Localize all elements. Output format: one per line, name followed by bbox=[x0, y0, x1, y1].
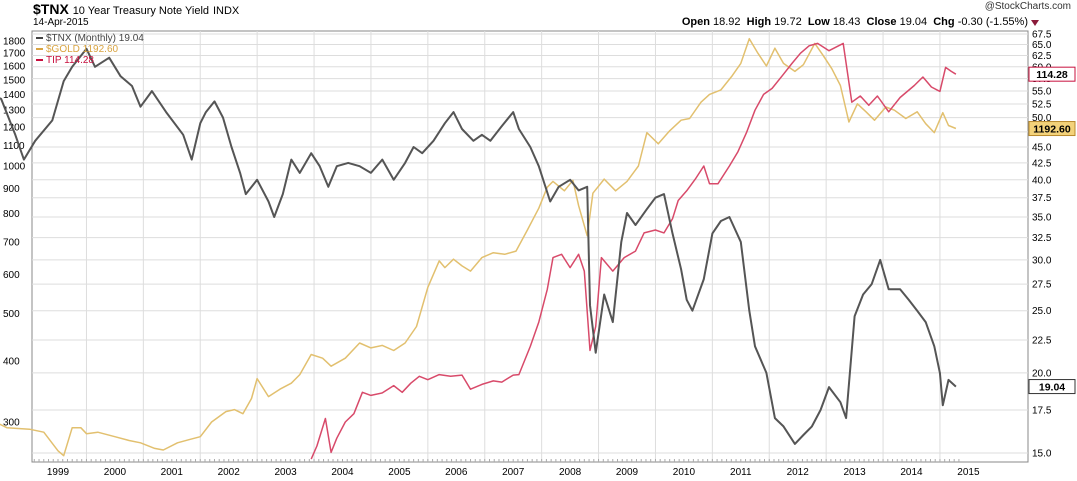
exchange-label: INDX bbox=[212, 5, 240, 17]
right-tick-label: 20.0 bbox=[1032, 368, 1052, 379]
x-tick-label: 2000 bbox=[104, 467, 127, 478]
gold-last-value-box bbox=[1028, 121, 1076, 137]
right-tick-label: 30.0 bbox=[1032, 255, 1052, 266]
right-tick-label: 65.0 bbox=[1032, 40, 1052, 51]
x-tick-label: 2003 bbox=[274, 467, 297, 478]
low-label: Low bbox=[807, 16, 830, 28]
watermark: @StockCharts.com bbox=[984, 1, 1071, 12]
x-tick-label: 2014 bbox=[900, 467, 923, 478]
x-tick-label: 2011 bbox=[730, 467, 752, 478]
left-tick-label: 1700 bbox=[3, 49, 26, 60]
x-tick-label: 2013 bbox=[843, 467, 866, 478]
date-label: 14-Apr-2015 bbox=[33, 17, 89, 28]
right-tick-label: 40.0 bbox=[1032, 175, 1052, 186]
high-value: 19.72 bbox=[774, 16, 802, 28]
x-tick-label: 2012 bbox=[787, 467, 810, 478]
x-tick-label: 2015 bbox=[957, 467, 980, 478]
right-tick-label: 35.0 bbox=[1032, 212, 1052, 223]
right-tick-label: 52.5 bbox=[1032, 100, 1052, 111]
close-value: 19.04 bbox=[899, 16, 928, 28]
left-tick-label: 900 bbox=[3, 184, 20, 195]
chg-value: -0.30 (-1.55%) bbox=[957, 16, 1028, 28]
ohlc-readout: Open 18.92 High 19.72 Low 18.43 Close 19… bbox=[682, 16, 1028, 28]
open-label: Open bbox=[681, 16, 710, 28]
right-tick-label: 37.5 bbox=[1032, 193, 1052, 204]
x-tick-label: 1999 bbox=[47, 467, 70, 478]
tnx-last-value: 19.04 bbox=[1039, 382, 1065, 394]
left-tick-label: 1100 bbox=[3, 141, 25, 152]
symbol-title: $TNX 10 Year Treasury Note Yield INDX bbox=[33, 1, 239, 17]
right-tick-label: 32.5 bbox=[1032, 233, 1052, 244]
left-tick-label: 1500 bbox=[3, 75, 26, 86]
x-tick-label: 2009 bbox=[616, 467, 639, 478]
series-line-gold bbox=[0, 37, 957, 457]
right-tick-label: 22.5 bbox=[1032, 336, 1052, 347]
gold-last-value: 1192.60 bbox=[1033, 124, 1071, 136]
right-tick-label: 42.5 bbox=[1032, 158, 1052, 169]
high-label: High bbox=[746, 16, 772, 28]
right-tick-label: 27.5 bbox=[1032, 280, 1052, 291]
symbol: $TNX bbox=[33, 1, 69, 17]
close-label: Close bbox=[866, 16, 897, 28]
legend-entry: TIP 114.28 bbox=[46, 55, 94, 66]
left-tick-label: 1800 bbox=[3, 37, 26, 48]
left-tick-label: 1000 bbox=[3, 161, 26, 172]
left-tick-label: 1300 bbox=[3, 106, 26, 117]
right-tick-label: 15.0 bbox=[1032, 449, 1052, 460]
x-tick-label: 2002 bbox=[218, 467, 241, 478]
down-triangle-icon bbox=[1031, 20, 1039, 26]
series-line-tnx bbox=[0, 47, 957, 445]
left-tick-label: 700 bbox=[3, 237, 20, 248]
left-tick-label: 500 bbox=[3, 309, 20, 320]
x-tick-label: 2005 bbox=[388, 467, 411, 478]
right-tick-label: 25.0 bbox=[1032, 306, 1052, 317]
legend-entry: $TNX (Monthly) 19.04 bbox=[46, 33, 144, 44]
right-tick-label: 62.5 bbox=[1032, 51, 1052, 62]
right-tick-label: 17.5 bbox=[1032, 406, 1052, 417]
series-line-tip bbox=[310, 42, 957, 460]
legend-entry: $GOLD 1192.60 bbox=[46, 44, 119, 55]
right-tick-label: 45.0 bbox=[1032, 142, 1052, 153]
chg-label: Chg bbox=[933, 16, 955, 28]
left-tick-label: 300 bbox=[3, 418, 20, 429]
right-tick-label: 67.5 bbox=[1032, 30, 1052, 41]
x-tick-label: 2006 bbox=[445, 467, 468, 478]
tip-last-value: 114.28 bbox=[1036, 69, 1068, 81]
x-tick-label: 2001 bbox=[161, 467, 184, 478]
symbol-description: 10 Year Treasury Note Yield bbox=[72, 5, 210, 17]
left-tick-label: 600 bbox=[3, 270, 20, 281]
x-tick-label: 2007 bbox=[502, 467, 525, 478]
right-tick-label: 55.0 bbox=[1032, 87, 1052, 98]
open-value: 18.92 bbox=[713, 16, 741, 28]
chart-header: $TNX 10 Year Treasury Note Yield INDX 14… bbox=[0, 0, 1077, 30]
x-tick-label: 2008 bbox=[559, 467, 582, 478]
left-tick-label: 1200 bbox=[3, 123, 26, 134]
left-tick-label: 800 bbox=[3, 209, 20, 220]
x-tick-label: 2004 bbox=[331, 467, 354, 478]
left-tick-label: 1600 bbox=[3, 62, 26, 73]
right-tick-label: 50.0 bbox=[1032, 113, 1052, 124]
left-tick-label: 1400 bbox=[3, 90, 26, 101]
plot-area bbox=[31, 30, 1029, 463]
tnx-last-value-box bbox=[1028, 379, 1076, 395]
left-tick-label: 400 bbox=[3, 356, 20, 367]
low-value: 18.43 bbox=[832, 16, 861, 28]
tip-last-value-box bbox=[1028, 66, 1076, 82]
x-tick-label: 2010 bbox=[673, 467, 696, 478]
